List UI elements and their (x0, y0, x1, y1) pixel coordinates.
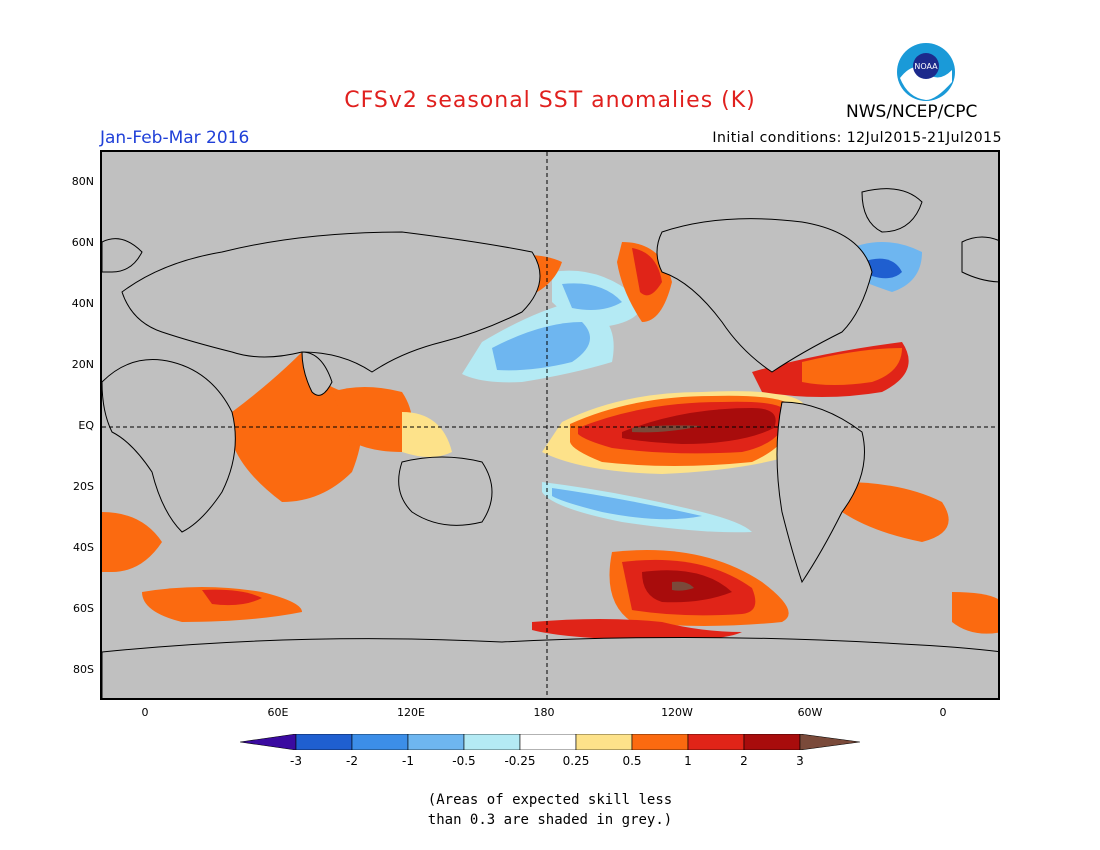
forecast-period: Jan-Feb-Mar 2016 (100, 128, 250, 148)
lon-label: 60E (267, 706, 289, 719)
pacific-warm-anomaly (542, 391, 807, 474)
colorbar-segment (240, 734, 297, 750)
lat-label: 40N (71, 297, 94, 310)
lat-label: 40S (73, 541, 94, 554)
colorbar-tick: -0.25 (504, 754, 536, 768)
agency-label: NWS/NCEP/CPC (846, 102, 978, 122)
colorbar-tick: -2 (346, 754, 358, 768)
lat-label: 20N (71, 358, 94, 371)
colorbar-segment (687, 734, 745, 750)
southern-ocean-anomaly (102, 512, 302, 622)
chart-title: CFSv2 seasonal SST anomalies (K) (344, 88, 756, 113)
lon-label: 0 (939, 706, 947, 719)
lon-label: 120E (397, 706, 425, 719)
lon-label: 120W (661, 706, 693, 719)
colorbar-segment (799, 734, 860, 750)
colorbar-tick: 3 (796, 754, 804, 768)
noaa-logo: NOAA (897, 43, 955, 101)
lat-label: 80N (71, 175, 94, 188)
lat-label: 20S (73, 480, 94, 493)
footnote-line-1: (Areas of expected skill less (427, 792, 673, 808)
footnote-line-2: than 0.3 are shaded in grey.) (427, 812, 673, 828)
lon-label: 180 (533, 706, 555, 719)
colorbar-tick: 0.25 (562, 754, 590, 768)
sst-anomaly-map (100, 150, 1000, 700)
continents (102, 188, 998, 698)
colorbar-tick: 0.5 (622, 754, 642, 768)
initial-conditions: Initial conditions: 12Jul2015-21Jul2015 (712, 130, 1002, 146)
lon-label: 60W (797, 706, 823, 719)
colorbar-segment (295, 734, 353, 750)
colorbar-tick: -0.5 (452, 754, 476, 768)
logo-text: NOAA (914, 62, 938, 71)
colorbar-segment (575, 734, 633, 750)
lat-label: 60N (71, 236, 94, 249)
colorbar-segment (463, 734, 521, 750)
lon-label: 0 (141, 706, 149, 719)
colorbar-segment (519, 734, 577, 750)
colorbar-segment (407, 734, 465, 750)
colorbar-tick: 2 (740, 754, 748, 768)
colorbar-tick: -3 (290, 754, 302, 768)
lat-label: 60S (73, 602, 94, 615)
colorbar-tick: 1 (684, 754, 692, 768)
colorbar (240, 734, 860, 750)
indian-ocean-anomaly (232, 352, 452, 502)
colorbar-segment (351, 734, 409, 750)
colorbar-segment (743, 734, 801, 750)
colorbar-tick: -1 (402, 754, 414, 768)
lat-label: 80S (73, 663, 94, 676)
colorbar-segment (631, 734, 689, 750)
lat-label: EQ (78, 419, 94, 432)
south-pacific-anomaly (532, 482, 789, 641)
map-canvas (102, 152, 998, 698)
